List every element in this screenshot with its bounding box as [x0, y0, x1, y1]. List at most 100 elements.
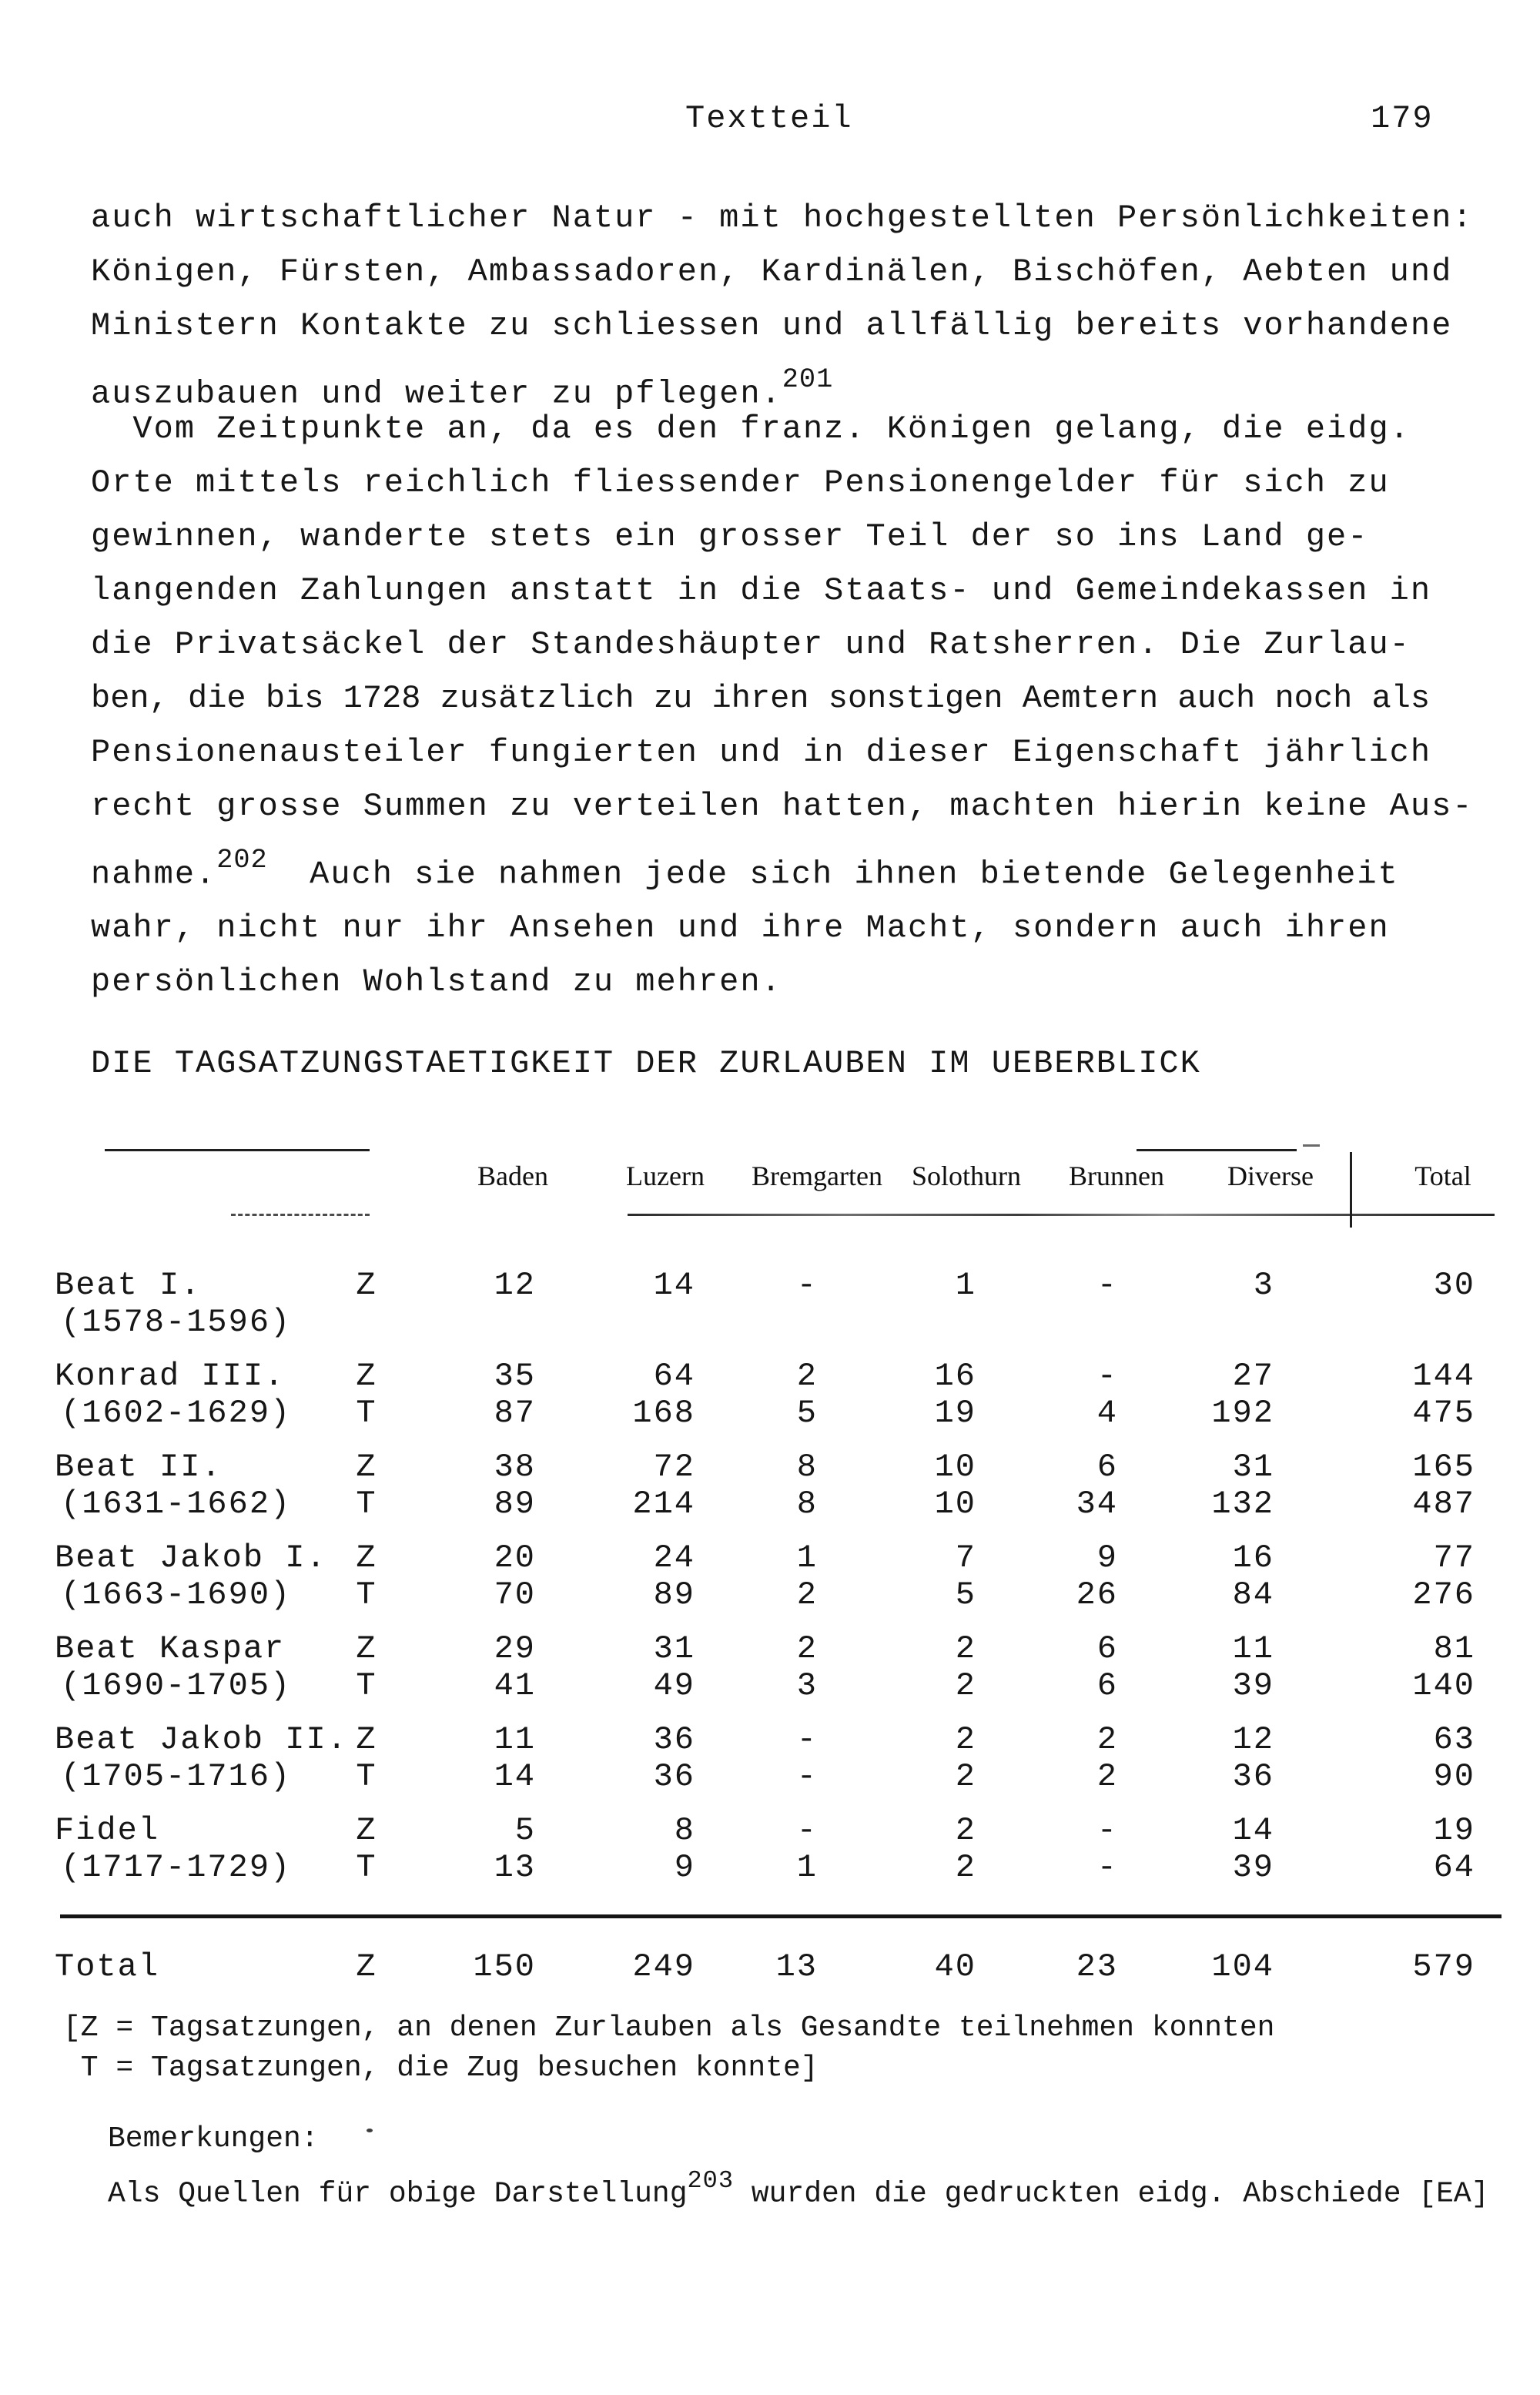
text-line: Pensionenausteiler fungierten und in die… — [91, 734, 1432, 771]
table-cell: 2 — [1096, 1758, 1118, 1795]
table-cell: Z — [356, 1449, 377, 1486]
table-cell: Fidel — [55, 1812, 160, 1849]
table-cell: (1690-1705) — [61, 1667, 292, 1704]
column-header: Baden — [477, 1161, 548, 1191]
table-cell: 8 — [796, 1486, 818, 1522]
table-row: Beat Kaspar Z 29 31 2 2 6 11 81 — [55, 1630, 1475, 1667]
table-cell: 9 — [674, 1849, 695, 1886]
table-cell: Z — [356, 1267, 377, 1304]
table-cell: 14 — [1232, 1812, 1274, 1849]
table-cell: 150 — [473, 1948, 536, 1985]
table-cell: 81 — [1433, 1630, 1475, 1667]
text-line: persönlichen Wohlstand zu mehren. — [91, 963, 782, 1001]
table-cell: 6 — [1096, 1449, 1118, 1486]
row-group-gap — [55, 1795, 1475, 1812]
text-line: die Privatsäckel der Standeshäupter und … — [91, 626, 1411, 663]
table-cell: Beat II. — [55, 1449, 223, 1486]
header-underline-left — [231, 1214, 370, 1216]
text-line: Königen, Fürsten, Ambassadoren, Kardinäl… — [91, 253, 1453, 290]
column-header: Solothurn — [911, 1161, 1022, 1191]
table-cell: 64 — [653, 1358, 695, 1395]
row-group-gap — [55, 1613, 1475, 1630]
text-line: auch wirtschaftlicher Natur - mit hochge… — [91, 199, 1474, 236]
table-row: Beat Jakob II. Z 11 36 - 2 2 12 63 — [55, 1721, 1475, 1758]
table-cell — [1274, 1304, 1475, 1341]
table-row: (1717-1729) T 13 9 1 2 - 39 64 — [55, 1849, 1475, 1886]
table-cell: 31 — [653, 1630, 695, 1667]
table-cell: 6 — [1096, 1630, 1118, 1667]
table-cell: 10 — [934, 1486, 976, 1522]
table-cell: 3 — [1253, 1267, 1274, 1304]
table-cell: 89 — [494, 1486, 536, 1522]
table-cell: 2 — [955, 1812, 976, 1849]
table-cell: 72 — [653, 1449, 695, 1486]
table-top-rule-right — [1137, 1149, 1297, 1151]
table-cell: 29 — [494, 1630, 536, 1667]
table-row: (1602-1629) T 87 168 5 19 4 192 475 — [55, 1395, 1475, 1432]
text-line: Orte mittels reichlich fliessender Pensi… — [91, 464, 1390, 501]
table-cell: 39 — [1232, 1849, 1274, 1886]
table-cell: 2 — [796, 1358, 818, 1395]
text-line: Vom Zeitpunkte an, da es den franz. Köni… — [91, 410, 1411, 447]
table-cell: 2 — [955, 1849, 976, 1886]
text-line: [Z = Tagsatzungen, an denen Zurlauben al… — [63, 2011, 1275, 2045]
row-group-gap — [55, 1886, 1475, 1903]
text-line: T = Tagsatzungen, die Zug besuchen konnt… — [63, 2052, 819, 2085]
table-cell: 24 — [653, 1539, 695, 1576]
table-cell: 2 — [796, 1630, 818, 1667]
table-cell: 192 — [1211, 1395, 1274, 1432]
table-cell: 5 — [955, 1576, 976, 1613]
table-cell: 5 — [796, 1395, 818, 1432]
footnote-marker: 203 — [687, 2166, 734, 2195]
table-body: Beat I. Z 12 14-1-3 30 (1578-1596) Konrad III.… — [55, 1267, 1475, 1903]
table-cell: 16 — [934, 1358, 976, 1395]
table-cell: 104 — [1211, 1948, 1274, 1985]
table-cell: 89 — [653, 1576, 695, 1613]
table-cell: 1 — [796, 1539, 818, 1576]
table-cell: Konrad III. — [55, 1358, 286, 1395]
table-row: Total Z 150 249 13 40 23 104 579 — [55, 1948, 1475, 1985]
table-cell: 49 — [653, 1667, 695, 1704]
text-line: Ministern Kontakte zu schliessen und all… — [91, 307, 1453, 344]
table-cell: 2 — [955, 1758, 976, 1795]
table-row: (1578-1596) — [55, 1304, 1475, 1341]
table-cell: Total — [55, 1948, 160, 1985]
table-cell: 10 — [934, 1449, 976, 1486]
text-line: recht grosse Summen zu verteilen hatten,… — [91, 788, 1474, 825]
table-cell: T — [356, 1849, 377, 1886]
table-cell: 4 — [1096, 1395, 1118, 1432]
table-cell: 36 — [653, 1758, 695, 1795]
table-cell: 13 — [775, 1948, 818, 1985]
footnote-marker: 202 — [216, 845, 268, 876]
column-header: Brunnen — [1069, 1161, 1164, 1191]
table-cell: 36 — [1232, 1758, 1274, 1795]
table-cell: - — [1096, 1358, 1118, 1395]
table-cell: T — [356, 1395, 377, 1432]
table-cell: 2 — [1096, 1721, 1118, 1758]
table-cell: 35 — [494, 1358, 536, 1395]
table-cell: 12 — [1232, 1721, 1274, 1758]
table-cell: 168 — [632, 1395, 695, 1432]
section-heading: DIE TAGSATZUNGSTAETIGKEIT DER ZURLAUBEN … — [91, 1045, 1201, 1082]
footnote-marker: 201 — [782, 364, 834, 395]
table-top-rule-tick — [1303, 1144, 1320, 1147]
table-cell: (1705-1716) — [61, 1758, 292, 1795]
table-cell: 2 — [955, 1630, 976, 1667]
table-cell: - — [1096, 1849, 1118, 1886]
table-cell: 87 — [494, 1395, 536, 1432]
table-cell: 1 — [955, 1267, 976, 1304]
table-cell: 2 — [796, 1576, 818, 1613]
table-cell: Z — [356, 1539, 377, 1576]
table-cell: Beat Kaspar — [55, 1630, 286, 1667]
table-cell: 140 — [1412, 1667, 1475, 1704]
table-cell — [1118, 1304, 1274, 1341]
table-cell: 14 — [494, 1758, 536, 1795]
table-row: Beat I. Z 12 14 - 1 - 3 30 — [55, 1267, 1475, 1304]
table-cell: 165 — [1412, 1449, 1475, 1486]
table-cell: - — [796, 1812, 818, 1849]
table-header-row: Baden Luzern Bremgarten Solothurn Brunnen Div… — [0, 1158, 1540, 1194]
table-cell: - — [1096, 1812, 1118, 1849]
table-row: Beat Jakob I. Z 20 24 1 7 9 16 77 — [55, 1539, 1475, 1576]
table-cell: 12 — [494, 1267, 536, 1304]
table-cell: (1578-1596) — [61, 1304, 292, 1341]
